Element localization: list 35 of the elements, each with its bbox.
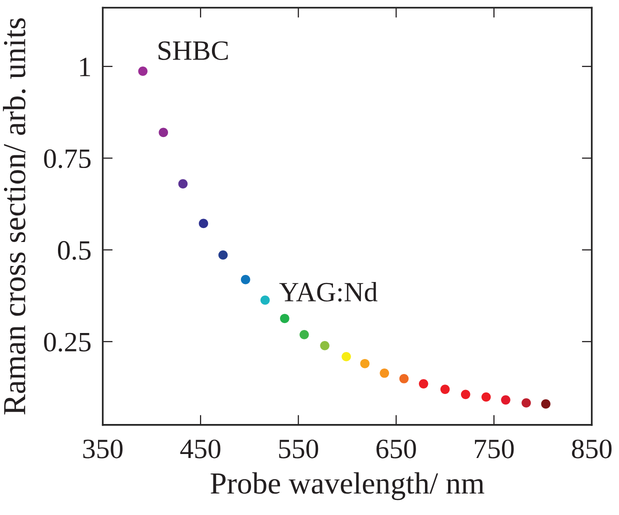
x-tick-label: 750 <box>474 440 514 458</box>
x-tick-label: 550 <box>279 440 318 458</box>
point <box>440 384 450 394</box>
point <box>320 340 330 350</box>
point <box>460 390 470 400</box>
y-tick-label: 0.75 <box>44 149 91 168</box>
point <box>399 374 409 384</box>
point <box>218 250 228 260</box>
y-tick-label: 1 <box>80 58 90 76</box>
point <box>138 66 148 76</box>
point <box>260 295 270 305</box>
y-tick-label: 0.25 <box>44 332 91 352</box>
point <box>380 368 390 378</box>
x-tick-label: 650 <box>376 440 416 458</box>
annotation: YAG:Nd <box>279 282 378 302</box>
annotation: SHBC <box>158 41 228 60</box>
point <box>178 179 188 188</box>
point <box>522 398 531 408</box>
point <box>481 392 491 402</box>
point <box>280 314 290 324</box>
y-axis-title: Raman cross section/ arb. units <box>2 18 26 415</box>
y-tick-label: 0.5 <box>58 241 91 260</box>
point <box>541 399 550 409</box>
point <box>158 128 168 138</box>
point <box>240 274 250 284</box>
point <box>300 330 309 340</box>
x-tick-label: 850 <box>572 440 612 458</box>
point <box>342 352 351 362</box>
x-tick-label: 350 <box>83 440 123 458</box>
x-axis-title: Probe wavelength/ nm <box>210 472 484 500</box>
point <box>360 358 370 368</box>
point <box>198 218 208 228</box>
point <box>418 379 428 388</box>
point <box>501 395 510 405</box>
x-tick-label: 450 <box>180 440 220 458</box>
